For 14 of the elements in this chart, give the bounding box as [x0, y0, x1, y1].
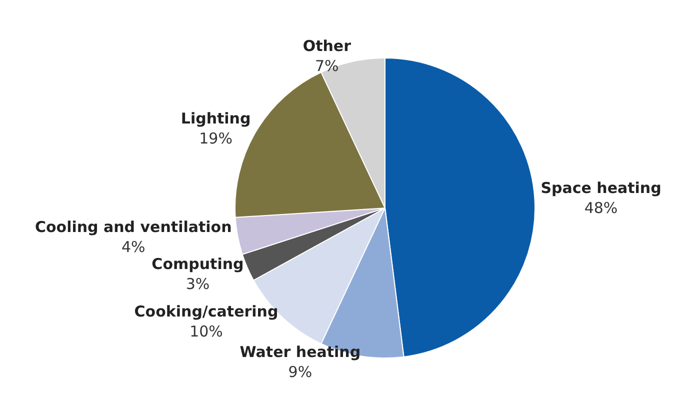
data-label: 19% — [199, 130, 232, 148]
data-label: 10% — [190, 322, 223, 341]
slice-label: Cooking/catering — [134, 302, 278, 321]
slice-label: Other — [302, 36, 352, 55]
data-label: 3% — [186, 275, 210, 294]
slice-label: Space heating — [540, 179, 662, 198]
data-label: 4% — [121, 238, 146, 256]
slice-label: Cooling and ventilation — [34, 218, 232, 236]
data-label: 48% — [584, 199, 618, 218]
data-label: 9% — [288, 363, 312, 382]
slice-label: Computing — [152, 255, 244, 274]
slice-label: Lighting — [180, 110, 251, 128]
data-label: 7% — [314, 56, 339, 75]
slice-label: Water heating — [240, 343, 361, 362]
